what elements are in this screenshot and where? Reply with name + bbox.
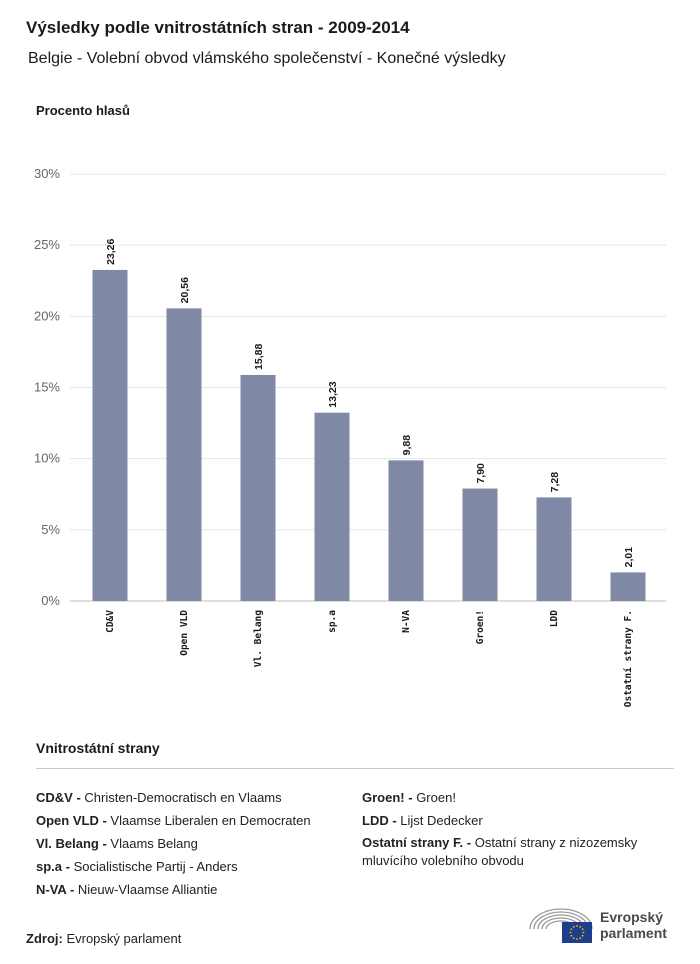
data-label: 7,90 [475,463,487,484]
y-tick-label: 5% [41,522,60,537]
bar [92,269,128,601]
y-tick-label: 10% [34,451,60,466]
legend-title: Vnitrostátní strany [36,740,160,756]
eu-star-icon [570,928,573,931]
legend-abbr: LDD - [362,813,397,828]
y-tick-label: 20% [34,308,60,323]
legend-abbr: Groen! - [362,790,413,805]
x-tick-label: Groen! [475,610,486,644]
eu-star-icon [576,938,578,940]
x-tick-label: LDD [549,610,560,627]
bar [388,460,424,601]
x-tick-label: Open VLD [179,610,190,656]
eu-star-icon [572,925,575,928]
legend-name: Groen! [416,790,456,805]
eu-flag-icon [562,922,592,943]
legend-abbr: sp.a - [36,859,70,874]
legend-abbr: Vl. Belang - [36,836,107,851]
eu-star-icon [579,925,582,928]
legend-abbr: Open VLD - [36,813,107,828]
legend-name: Vlaamse Liberalen en Democraten [110,813,311,828]
eu-star-icon [572,937,575,940]
y-tick-label: 15% [34,380,60,395]
x-tick-label: Vl. Belang [253,610,264,667]
source-label: Zdroj: [26,931,63,946]
legend-abbr: Ostatní strany F. - [362,835,472,850]
y-axis-label: Procento hlasů [36,103,130,118]
legend-item: Groen! - Groen! [362,786,662,809]
eu-stars-icon [569,925,585,940]
x-tick-label: N-VA [401,610,412,633]
bar [462,488,498,601]
legend-item: Vl. Belang - Vlaams Belang [36,832,346,855]
y-tick-label: 25% [34,237,60,252]
x-tick-label: CD&V [105,610,116,633]
legend-column-left: CD&V - Christen-Democratisch en Vlaams O… [36,786,346,901]
data-label: 9,88 [401,435,413,456]
bar [610,572,646,601]
legend-abbr: N-VA - [36,882,75,897]
source-note: Zdroj: Evropský parlament [26,931,181,946]
y-tick-label: 30% [34,166,60,181]
logo-line-1: Evropský [600,909,664,925]
y-tick-label: 0% [41,593,60,608]
data-label: 7,28 [549,472,561,493]
legend-name: Ostatní strany z nizozemsky mluvícího vo… [362,835,638,868]
legend-item: LDD - Lijst Dedecker [362,809,662,832]
logo-text: Evropský parlament [600,909,667,941]
data-label: 23,26 [105,238,117,264]
eu-star-icon [581,928,584,931]
source-text: Evropský parlament [66,931,182,946]
eu-star-icon [576,925,578,927]
eu-star-icon [569,931,572,934]
legend-name: Lijst Dedecker [400,813,483,828]
data-label: 13,23 [327,381,339,407]
legend-item: CD&V - Christen-Democratisch en Vlaams [36,786,346,809]
legend-name: Christen-Democratisch en Vlaams [84,790,282,805]
logo-line-2: parlament [600,925,667,941]
eu-star-icon [579,937,582,940]
bar [536,497,572,601]
european-parliament-logo: Evropský parlament [528,905,678,945]
legend-column-right: Groen! - Groen! LDD - Lijst Dedecker Ost… [362,786,662,870]
bar [240,374,276,601]
x-tick-label: Ostatní strany F. [623,610,634,707]
bar [166,308,202,601]
legend-item: Open VLD - Vlaamse Liberalen en Democrat… [36,809,346,832]
eu-star-icon [570,934,573,937]
european-parliament-hemicycle-icon [529,908,593,943]
page-subtitle: Belgie - Volební obvod vlámského společe… [28,50,506,67]
x-tick-label: sp.a [327,610,338,633]
data-label: 15,88 [253,344,265,370]
legend-divider [36,768,674,769]
legend-item: sp.a - Socialistische Partij - Anders [36,855,346,878]
bar [314,412,350,601]
legend-item: Ostatní strany F. - Ostatní strany z niz… [362,834,662,870]
data-label: 2,01 [623,547,635,568]
legend-name: Socialistische Partij - Anders [73,859,238,874]
eu-star-icon [581,934,584,937]
legend-item: N-VA - Nieuw-Vlaamse Alliantie [36,878,346,901]
legend-name: Vlaams Belang [110,836,198,851]
eu-star-icon [582,931,585,934]
page-title: Výsledky podle vnitrostátních stran - 20… [26,18,410,37]
legend-abbr: CD&V - [36,790,81,805]
bar-chart: 0% 5% 10% 15% 20% 25% 30% 23,26 CD&V 20,56 Open VL… [34,166,666,707]
data-label: 20,56 [179,277,191,303]
legend-name: Nieuw-Vlaamse Alliantie [77,882,218,897]
